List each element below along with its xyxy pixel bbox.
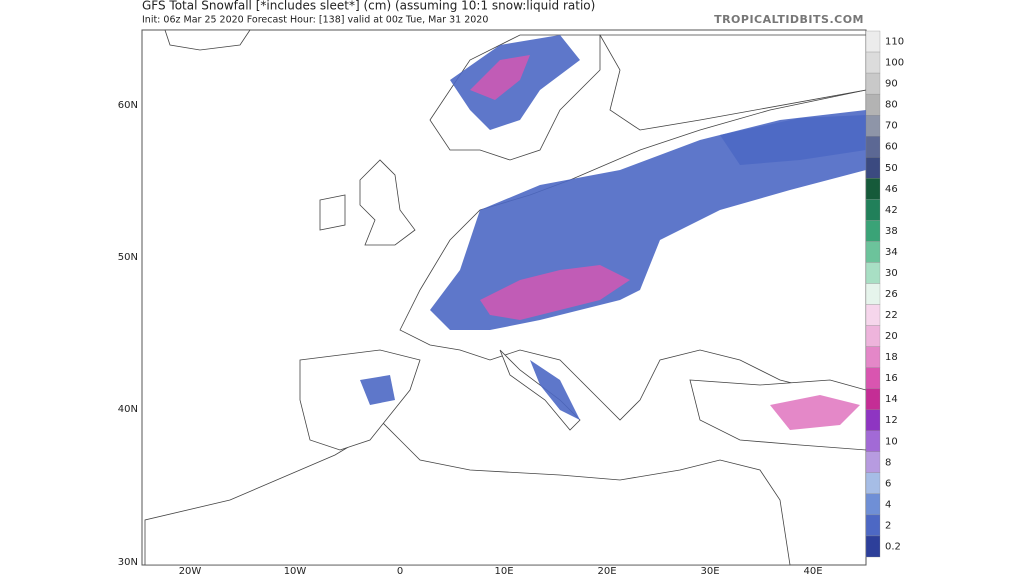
heavy-snow-area <box>470 55 530 100</box>
snow-area <box>720 115 866 165</box>
colorbar-swatch <box>865 30 881 53</box>
colorbar-label: 80 <box>885 100 898 111</box>
brand: TROPICALTIDBITS.COM <box>714 13 864 26</box>
colorbar-swatch <box>865 304 881 326</box>
colorbar-label: 12 <box>885 415 898 426</box>
colorbar-swatch <box>865 72 881 95</box>
snow-area <box>360 375 395 405</box>
colorbar-swatch <box>865 325 881 347</box>
colorbar-label: 42 <box>885 205 898 216</box>
colorbar-swatch <box>865 451 881 473</box>
map <box>141 29 867 566</box>
lat-label: 50N <box>118 252 138 263</box>
lon-label: 0 <box>397 566 403 576</box>
lon-label: 10E <box>494 566 513 576</box>
lat-label: 30N <box>118 557 138 568</box>
colorbar-label: 2 <box>885 520 891 531</box>
map-title: GFS Total Snowfall [*includes sleet*] (c… <box>142 0 595 13</box>
colorbar-label: 20 <box>885 331 898 342</box>
colorbar-swatch <box>865 430 881 452</box>
colorbar-swatch <box>865 136 881 158</box>
colorbar-label: 4 <box>885 499 891 510</box>
colorbar-swatch <box>865 262 881 284</box>
colorbar-label: 18 <box>885 352 898 363</box>
colorbar-label: 26 <box>885 289 898 300</box>
colorbar-label: 46 <box>885 184 898 195</box>
lon-label: 20E <box>597 566 616 576</box>
colorbar-label: 34 <box>885 247 898 258</box>
colorbar-swatch <box>865 199 881 221</box>
colorbar-label: 60 <box>885 142 898 153</box>
colorbar-swatch <box>865 93 881 116</box>
colorbar-label: 14 <box>885 394 898 405</box>
lon-label: 40E <box>803 566 822 576</box>
colorbar-label: 30 <box>885 268 898 279</box>
colorbar-label: 22 <box>885 310 898 321</box>
colorbar-label: 38 <box>885 226 898 237</box>
colorbar-swatch <box>865 115 881 137</box>
colorbar-label: 110 <box>885 37 904 48</box>
colorbar-swatch <box>865 388 881 410</box>
colorbar-swatch <box>865 409 881 431</box>
snow-area <box>530 360 580 420</box>
colorbar-swatch <box>865 346 881 368</box>
colorbar-label: 16 <box>885 373 898 384</box>
colorbar-swatch <box>865 514 881 537</box>
lon-label: 30E <box>700 566 719 576</box>
colorbar-swatch <box>865 241 881 263</box>
land <box>164 29 251 51</box>
colorbar-swatch <box>865 283 881 305</box>
lat-label: 40N <box>118 404 138 415</box>
colorbar-label: 6 <box>885 478 891 489</box>
colorbar-swatch <box>865 367 881 389</box>
colorbar-label: 70 <box>885 121 898 132</box>
colorbar-label: 90 <box>885 79 898 90</box>
colorbar-label: 10 <box>885 436 898 447</box>
colorbar-swatch <box>865 493 881 516</box>
colorbar-swatch <box>865 535 881 558</box>
colorbar-label: 0.2 <box>885 541 901 552</box>
colorbar-swatch <box>865 220 881 242</box>
land <box>144 419 791 566</box>
colorbar-swatch <box>865 472 881 495</box>
lon-label: 20W <box>179 566 202 576</box>
colorbar-label: 8 <box>885 457 891 468</box>
colorbar-label: 100 <box>885 58 904 69</box>
snow-area <box>430 110 866 330</box>
heavy-snow-area <box>770 395 860 430</box>
heavy-snow-area <box>480 265 630 320</box>
colorbar-swatch <box>865 51 881 74</box>
land <box>319 194 346 231</box>
lat-label: 60N <box>118 100 138 111</box>
land <box>359 159 416 246</box>
map-subtitle: Init: 06z Mar 25 2020 Forecast Hour: [13… <box>142 15 488 26</box>
lon-label: 10W <box>284 566 307 576</box>
colorbar-swatch <box>865 157 881 179</box>
colorbar-label: 50 <box>885 163 898 174</box>
colorbar-swatch <box>865 178 881 200</box>
